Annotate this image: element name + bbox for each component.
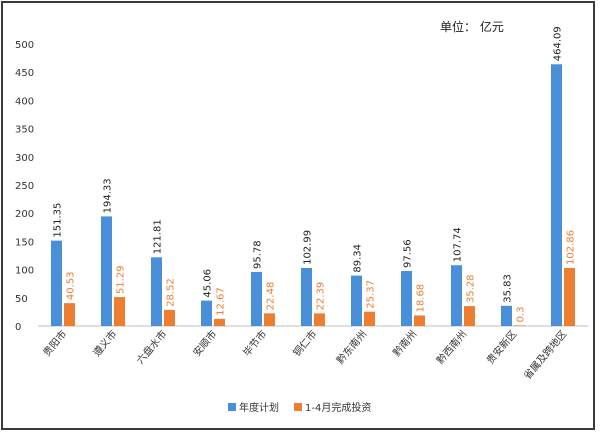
x-tick-label: 遵义市 <box>90 328 119 359</box>
data-label: 89.34 <box>353 244 364 273</box>
bar-plan <box>201 300 212 326</box>
x-tick-label: 黔西南州 <box>434 328 470 367</box>
data-label: 12.67 <box>216 287 227 316</box>
data-label: 51.29 <box>116 265 127 294</box>
chart-frame <box>1 1 595 430</box>
y-tick-label: 150 <box>15 237 34 248</box>
data-label: 121.81 <box>153 219 164 254</box>
x-tick-label: 贵安新区 <box>484 328 520 367</box>
y-tick-label: 200 <box>15 209 34 220</box>
data-label: 95.78 <box>253 240 264 269</box>
y-tick-label: 500 <box>15 40 34 51</box>
bar-plan <box>401 270 412 326</box>
data-label: 35.28 <box>466 274 477 303</box>
data-label: 28.52 <box>166 278 177 307</box>
bar-plan <box>51 240 62 326</box>
x-tick-label: 铜仁市 <box>290 328 319 359</box>
bar-plan <box>501 305 512 326</box>
bar-plan <box>101 216 112 326</box>
data-label: 45.06 <box>203 269 214 298</box>
data-label: 0.3 <box>516 306 527 322</box>
bar-plan <box>351 275 362 326</box>
data-label: 35.83 <box>503 274 514 303</box>
data-label: 25.37 <box>366 280 377 309</box>
bar-completed <box>364 311 375 326</box>
y-tick-label: 100 <box>15 266 34 277</box>
x-tick-label: 黔东南州 <box>334 328 370 367</box>
data-label: 22.39 <box>316 282 327 311</box>
x-tick-label: 黔南州 <box>390 328 419 359</box>
data-label: 22.48 <box>266 282 277 311</box>
bar-plan <box>451 265 462 326</box>
data-label: 151.35 <box>53 203 64 238</box>
x-tick-label: 安顺市 <box>190 328 219 359</box>
y-tick-label: 300 <box>15 153 34 164</box>
bar-completed <box>564 267 575 326</box>
bar-plan <box>151 257 162 326</box>
data-label: 102.99 <box>303 230 314 265</box>
y-tick-label: 250 <box>15 181 34 192</box>
bar-completed <box>64 303 75 326</box>
data-label: 194.33 <box>103 178 114 213</box>
y-tick-label: 350 <box>15 125 34 136</box>
bar-completed <box>164 309 175 326</box>
x-tick-label: 六盘水市 <box>134 328 170 367</box>
legend-swatch <box>228 403 236 411</box>
bar-completed <box>314 313 325 326</box>
y-tick-label: 450 <box>15 68 34 79</box>
x-tick-label: 贵阳市 <box>40 328 69 359</box>
y-tick-label: 400 <box>15 96 34 107</box>
data-label: 107.74 <box>453 227 464 262</box>
data-label: 464.09 <box>553 26 564 61</box>
y-tick-label: 0 <box>15 322 21 333</box>
legend-swatch <box>294 403 302 411</box>
data-label: 18.68 <box>416 284 427 313</box>
bar-plan <box>301 267 312 326</box>
legend-label: 年度计划 <box>239 401 279 414</box>
data-label: 102.86 <box>566 230 577 265</box>
legend-label: 1-4月完成投资 <box>305 401 371 414</box>
bar-completed <box>214 318 225 326</box>
bar-completed <box>114 297 125 326</box>
y-tick-label: 50 <box>15 294 28 305</box>
x-tick-label: 毕节市 <box>240 328 269 359</box>
data-label: 40.53 <box>66 272 77 301</box>
bar-completed <box>464 306 475 326</box>
data-label: 97.56 <box>403 239 414 268</box>
bar-plan <box>551 64 562 327</box>
bar-completed <box>264 313 275 326</box>
bar-completed <box>414 315 425 326</box>
bar-plan <box>251 271 262 326</box>
unit-label: 单位： 亿元 <box>440 20 504 34</box>
bar-completed <box>514 325 525 326</box>
x-tick-label: 省属及跨地区 <box>521 328 570 382</box>
